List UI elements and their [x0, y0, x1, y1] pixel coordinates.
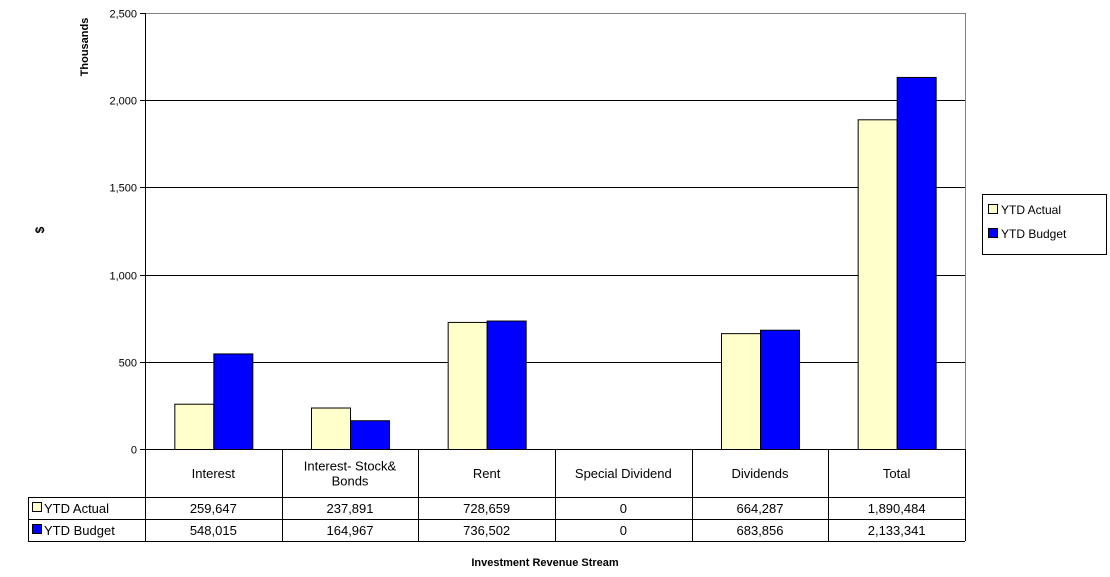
x-tick-label: Rent — [473, 466, 501, 481]
bar-ytd-budget — [486, 320, 527, 450]
plot-area-frame — [145, 13, 966, 450]
bar-ytd-budget — [896, 76, 937, 450]
legend-box — [982, 194, 1107, 255]
table-row-label: YTD Actual — [44, 501, 109, 516]
x-axis-title: Investment Revenue Stream — [471, 557, 619, 569]
bar-ytd-actual — [721, 333, 761, 450]
y-tick-label: 1,000 — [109, 271, 137, 283]
bar-ytd-actual — [311, 407, 351, 450]
table-cell: 237,891 — [327, 501, 374, 516]
y-axis: 0 500 1,000 1,500 2,000 2,500 — [109, 9, 146, 457]
table-cell: 548,015 — [190, 523, 237, 538]
data-table: Interest Interest- Stock& Bonds Rent Special… — [28, 449, 966, 542]
table-cell: 259,647 — [190, 501, 237, 516]
bar-ytd-budget — [213, 353, 254, 450]
table-cell: 728,659 — [463, 501, 510, 516]
table-cell: 164,967 — [327, 523, 374, 538]
legend-label: YTD Budget — [1001, 227, 1067, 241]
x-tick-label: Dividends — [731, 466, 789, 481]
x-tick-label: Total — [883, 466, 911, 481]
legend-label: YTD Actual — [1001, 203, 1061, 217]
legend-swatch — [988, 204, 998, 214]
x-tick-label: Special Dividend — [575, 466, 672, 481]
bar-ytd-actual — [447, 321, 488, 451]
y-tick-label: 1,500 — [109, 183, 137, 195]
table-cell: 736,502 — [463, 523, 510, 538]
gridlines — [145, 13, 966, 450]
y-tick-label: 2,500 — [109, 9, 137, 21]
table-cell: 0 — [620, 523, 627, 538]
y-tick-label: 500 — [119, 358, 137, 370]
bar-ytd-actual — [857, 119, 898, 450]
table-row-label: YTD Budget — [44, 523, 115, 538]
table-cell: 1,890,484 — [868, 501, 926, 516]
table-cell: 0 — [620, 501, 627, 516]
x-tick-label: Interest- Stock& Bonds — [304, 459, 397, 489]
table-cell: 683,856 — [737, 523, 784, 538]
bar-ytd-budget — [760, 329, 800, 450]
y-axis-title-units: Thousands — [79, 18, 91, 77]
table-legend-key — [32, 502, 42, 512]
legend: YTD Actual YTD Budget — [982, 194, 1107, 255]
bar-ytd-actual — [174, 403, 215, 450]
legend-swatch — [988, 228, 998, 238]
x-tick-label: Interest — [192, 466, 236, 481]
y-tick-label: 0 — [131, 445, 137, 457]
y-axis-title: $ — [33, 226, 47, 233]
bars — [174, 76, 937, 451]
y-tick-label: 2,000 — [109, 96, 137, 108]
bar-ytd-budget — [350, 420, 390, 451]
table-legend-key — [32, 524, 42, 534]
table-cell: 664,287 — [737, 501, 784, 516]
table-cell: 2,133,341 — [868, 523, 926, 538]
